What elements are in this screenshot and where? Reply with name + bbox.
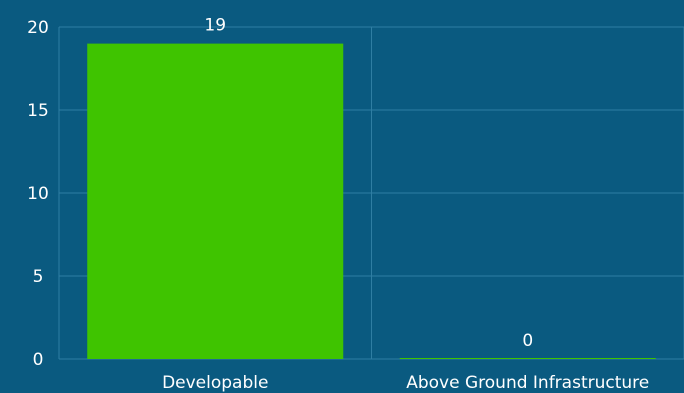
y-tick-label: 5 bbox=[33, 267, 44, 287]
y-tick-label: 15 bbox=[27, 101, 49, 121]
bar-above-ground-infrastructure bbox=[399, 358, 656, 359]
data-label: 0 bbox=[522, 331, 533, 351]
y-tick-label: 20 bbox=[27, 18, 49, 38]
bars-layer bbox=[87, 43, 656, 359]
y-tick-label: 0 bbox=[33, 350, 44, 370]
labels-layer: 0 5 10 15 20 19 Developable 0 Above Ground Infra… bbox=[27, 16, 649, 393]
x-category-label: Developable bbox=[162, 373, 268, 393]
data-label: 19 bbox=[204, 16, 226, 36]
x-category-label: Above Ground Infrastructure bbox=[406, 373, 649, 393]
bar-developable bbox=[87, 43, 344, 359]
y-tick-label: 10 bbox=[27, 184, 49, 204]
